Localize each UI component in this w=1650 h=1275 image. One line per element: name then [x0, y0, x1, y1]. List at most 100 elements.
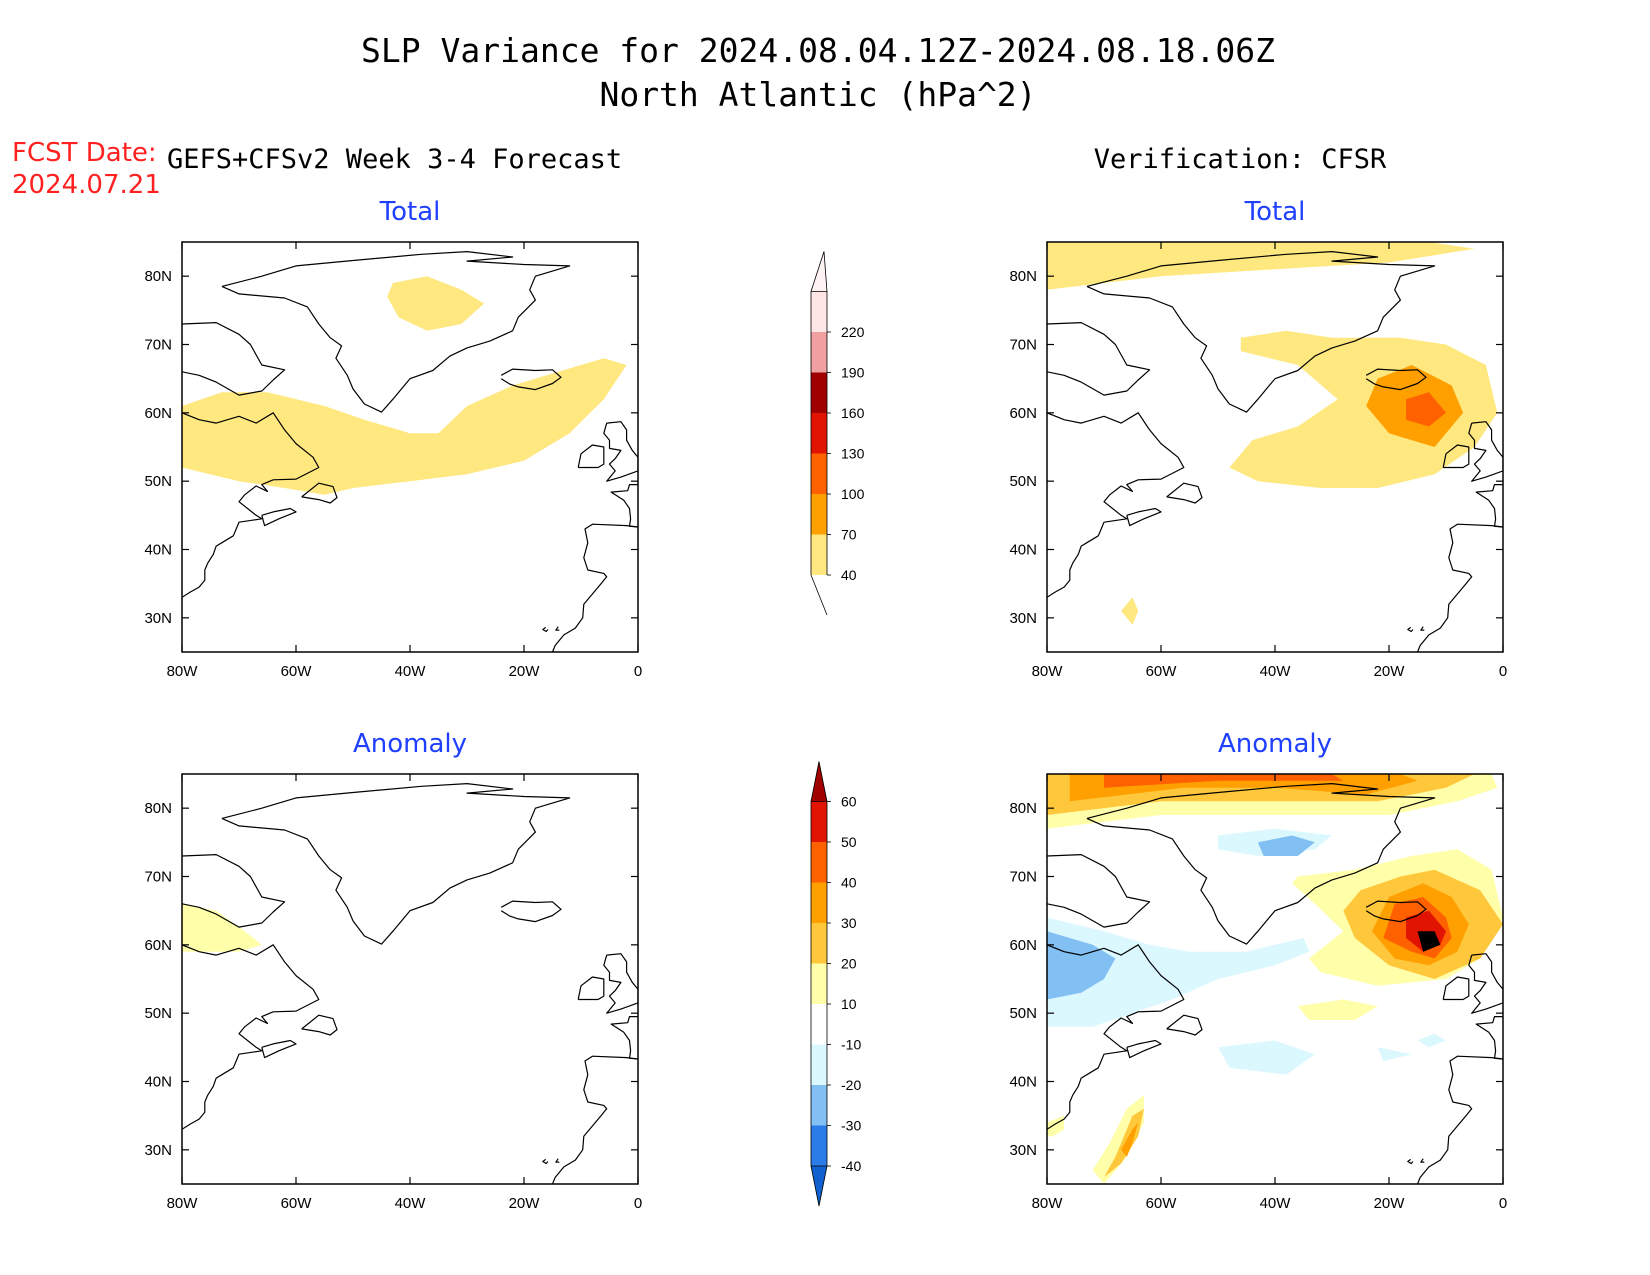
coastline: [1442, 976, 1470, 1001]
coastline: [1047, 412, 1185, 598]
y-tick-label: 50N: [144, 473, 172, 490]
x-tick-label: 0: [634, 1195, 642, 1212]
forecast-anomaly-panel: Anomaly 80W 60W 40W 20W 0 30N 40N 50N 60N 70N 80N: [144, 729, 642, 1212]
coastline: [1365, 900, 1427, 923]
colorbar-label: -30: [841, 1118, 861, 1134]
colorbar-label: -10: [841, 1037, 861, 1053]
coastline: [610, 484, 638, 528]
y-tick-label: 40N: [144, 1074, 172, 1091]
coastline: [500, 900, 562, 923]
y-tick-label: 30N: [1009, 1142, 1037, 1159]
coastline: [182, 944, 320, 1130]
x-tick-label: 0: [634, 663, 642, 680]
colorbar-segment: [811, 534, 827, 575]
colorbar-segment: [811, 882, 827, 923]
y-tick-label: 40N: [1009, 1074, 1037, 1091]
coastline: [603, 421, 638, 482]
colorbar-label: 40: [841, 567, 857, 583]
coastline: [1086, 251, 1436, 413]
contour-region: [1417, 1033, 1446, 1048]
y-tick-label: 30N: [1009, 610, 1037, 627]
coastline: [1365, 368, 1427, 391]
x-tick-label: 60W: [281, 663, 313, 680]
colorbar-segment: [811, 1044, 827, 1085]
x-tick-label: 20W: [1374, 663, 1406, 680]
colorbar-segment: [811, 842, 827, 883]
colorbar-label: 70: [841, 527, 857, 543]
contour-region: [1257, 835, 1315, 856]
colorbar-segment: [811, 453, 827, 494]
coastline: [1475, 1015, 1503, 1060]
y-tick-label: 70N: [144, 337, 172, 354]
colorbar-under-tail: [810, 574, 828, 616]
coastline: [1420, 626, 1425, 631]
y-tick-label: 60N: [1009, 405, 1037, 422]
coastline: [1420, 1158, 1425, 1163]
x-tick-label: 20W: [509, 663, 541, 680]
chart-subtitle: North Atlantic (hPa^2): [599, 75, 1036, 114]
coastline: [551, 523, 638, 652]
y-tick-label: 60N: [144, 405, 172, 422]
contour-region: [1229, 330, 1498, 488]
colorbar-label: 100: [841, 486, 865, 502]
x-tick-label: 20W: [1374, 1195, 1406, 1212]
colorbar-over-arrow: [810, 761, 828, 802]
verification-anomaly-panel: Anomaly 80W 60W 40W 20W 0 30N 40N 50N 60N 70N 80N: [1009, 729, 1507, 1212]
coastline: [1416, 1055, 1503, 1184]
colorbar-segment: [811, 494, 827, 535]
y-tick-label: 60N: [1009, 937, 1037, 954]
colorbar-label: 40: [841, 875, 857, 891]
chart-title: SLP Variance for 2024.08.04.12Z-2024.08.…: [361, 31, 1275, 70]
x-tick-label: 40W: [1260, 663, 1292, 680]
colorbar-segment: [811, 801, 827, 842]
contour-region: [182, 358, 627, 495]
coastline: [1086, 782, 1436, 945]
panel-subtitle: Anomaly: [353, 729, 467, 759]
coastline: [577, 444, 605, 469]
coastline: [542, 626, 549, 633]
colorbar-label: 60: [841, 794, 857, 810]
x-tick-label: 40W: [1260, 1195, 1292, 1212]
panel-subtitle: Anomaly: [1218, 729, 1332, 759]
contour-region: [387, 276, 485, 331]
x-tick-label: 80W: [1032, 663, 1064, 680]
x-tick-label: 40W: [395, 1195, 427, 1212]
contour-region: [1047, 917, 1310, 1027]
colorbar-segment: [811, 1004, 827, 1045]
x-tick-label: 60W: [1146, 663, 1178, 680]
x-tick-label: 80W: [1032, 1195, 1064, 1212]
y-tick-label: 80N: [1009, 800, 1037, 817]
anomaly-colorbar: -40 -30 -20 -10 10 20 30 40 50 60: [810, 761, 861, 1207]
coastline: [182, 322, 286, 396]
forecast-header: GEFS+CFSv2 Week 3-4 Forecast: [167, 144, 622, 175]
verification-header: Verification: CFSR: [1094, 144, 1387, 175]
colorbar-segment: [811, 372, 827, 413]
coastline: [577, 976, 605, 1001]
y-tick-label: 40N: [144, 542, 172, 559]
panel-subtitle: Total: [1244, 197, 1306, 227]
y-tick-label: 30N: [144, 1142, 172, 1159]
y-tick-label: 80N: [1009, 268, 1037, 285]
coastline: [555, 1158, 560, 1163]
colorbar-label: 160: [841, 405, 865, 421]
contour-region: [1104, 774, 1344, 788]
colorbar-segment: [811, 291, 827, 332]
colorbar-label: 220: [841, 324, 865, 340]
contour-region: [182, 903, 262, 952]
x-tick-label: 60W: [1146, 1195, 1178, 1212]
coastline: [1126, 1039, 1162, 1059]
colorbar-label: -40: [841, 1158, 861, 1174]
coastline: [551, 1055, 638, 1184]
colorbar-label: 190: [841, 365, 865, 381]
contour-region: [1047, 931, 1116, 1000]
contour-region: [1104, 1108, 1144, 1178]
colorbar-over-arrow: [810, 251, 828, 292]
y-tick-label: 30N: [144, 610, 172, 627]
coastline: [182, 412, 320, 598]
contour-region: [1417, 931, 1441, 952]
coastline: [1468, 421, 1503, 482]
contour-region: [1092, 1095, 1144, 1184]
colorbar-label: 30: [841, 915, 857, 931]
contour-region: [1121, 597, 1139, 625]
